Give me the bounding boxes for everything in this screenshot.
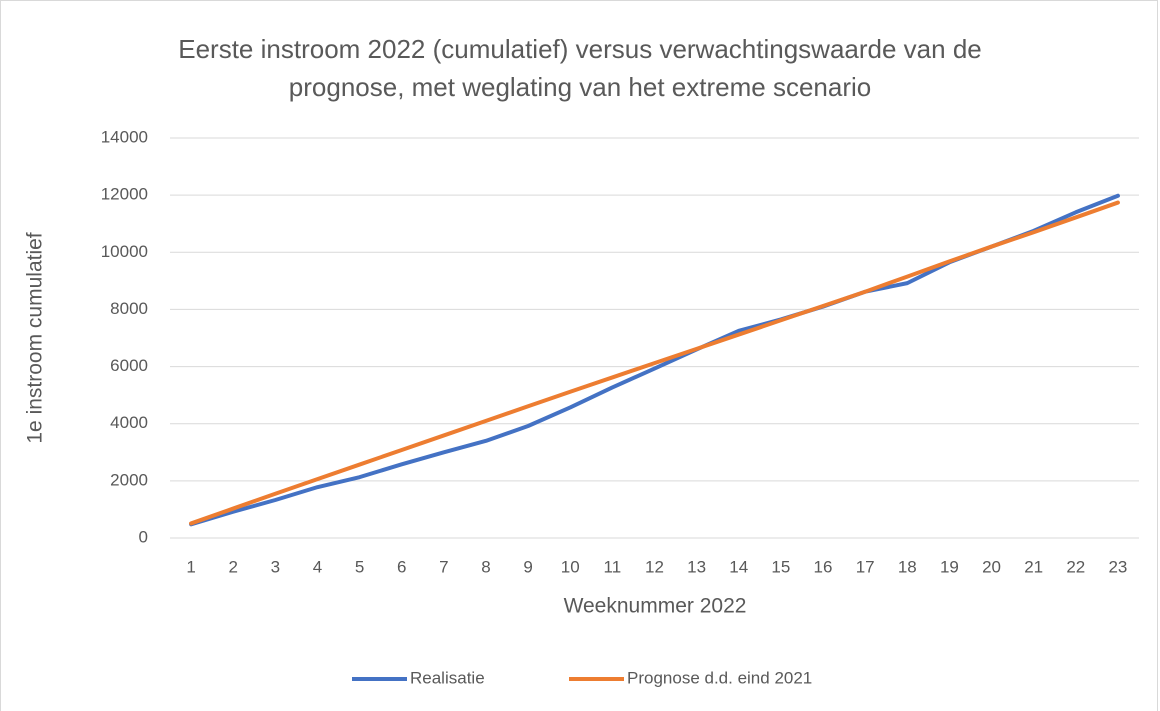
y-tick-label: 4000 — [110, 413, 148, 432]
x-tick-label: 12 — [645, 557, 664, 576]
legend-label: Realisatie — [410, 668, 485, 687]
x-tick-label: 10 — [561, 557, 580, 576]
y-tick-label: 8000 — [110, 299, 148, 318]
x-tick-label: 16 — [814, 557, 833, 576]
y-tick-label: 0 — [139, 527, 148, 546]
x-tick-label: 7 — [439, 557, 448, 576]
x-tick-label: 19 — [940, 557, 959, 576]
x-tick-label: 14 — [729, 557, 748, 576]
data-line — [189, 200, 1120, 526]
x-tick-label: 20 — [982, 557, 1001, 576]
x-tick-label: 2 — [228, 557, 237, 576]
x-tick-label: 18 — [898, 557, 917, 576]
x-tick-label: 3 — [271, 557, 280, 576]
x-tick-label: 6 — [397, 557, 406, 576]
chart-title: Eerste instroom 2022 (cumulatief) versus… — [178, 34, 982, 102]
legend-label: Prognose d.d. eind 2021 — [627, 668, 812, 687]
y-axis-label: 1e instroom cumulatief — [24, 232, 47, 443]
x-tick-label: 9 — [523, 557, 532, 576]
y-tick-label: 2000 — [110, 470, 148, 489]
x-tick-label: 5 — [355, 557, 364, 576]
x-tick-label: 22 — [1066, 557, 1085, 576]
x-tick-label: 21 — [1024, 557, 1043, 576]
x-tick-label: 17 — [856, 557, 875, 576]
y-tick-label: 12000 — [101, 185, 148, 204]
x-tick-label: 13 — [687, 557, 706, 576]
x-tick-label: 15 — [771, 557, 790, 576]
x-tick-label: 4 — [313, 557, 322, 576]
x-tick-label: 1 — [186, 557, 195, 576]
x-axis-label: Weeknummer 2022 — [564, 595, 747, 618]
x-tick-label: 11 — [604, 557, 622, 576]
y-tick-label: 14000 — [101, 127, 148, 146]
x-tick-label: 23 — [1108, 557, 1127, 576]
y-tick-label: 6000 — [110, 356, 148, 375]
x-tick-label: 8 — [481, 557, 490, 576]
y-tick-label: 10000 — [101, 242, 148, 261]
